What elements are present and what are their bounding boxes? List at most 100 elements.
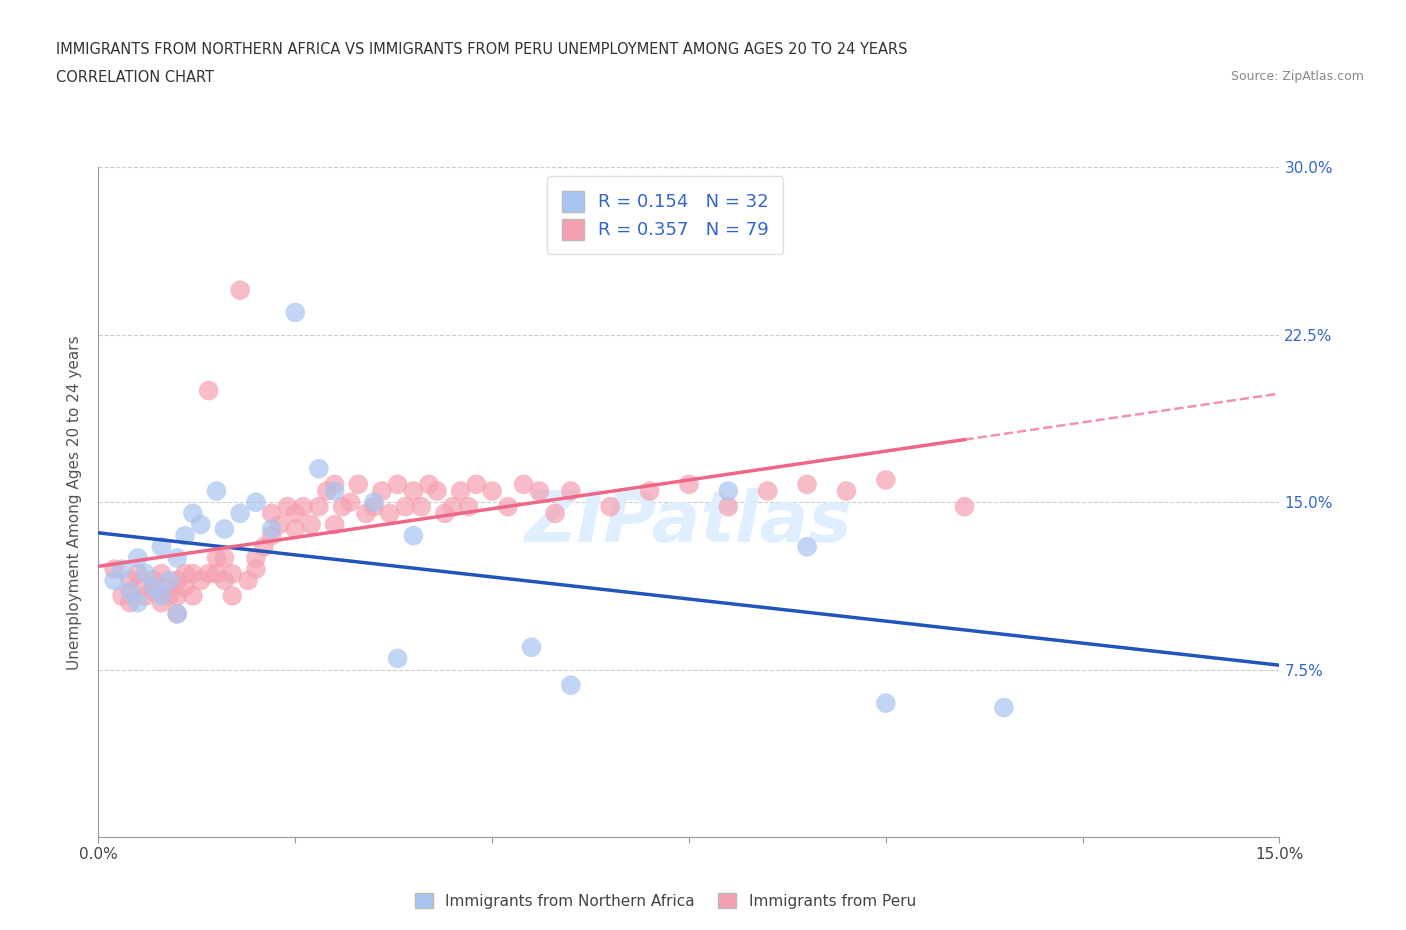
Point xyxy=(332,499,354,514)
Point xyxy=(717,484,740,498)
Point xyxy=(560,484,582,498)
Point xyxy=(284,522,307,537)
Point xyxy=(166,551,188,565)
Point xyxy=(875,696,897,711)
Point xyxy=(402,484,425,498)
Point xyxy=(260,522,283,537)
Point xyxy=(269,517,291,532)
Point xyxy=(174,579,197,594)
Point xyxy=(339,495,361,510)
Point xyxy=(157,579,180,594)
Point xyxy=(245,562,267,577)
Legend: Immigrants from Northern Africa, Immigrants from Peru: Immigrants from Northern Africa, Immigra… xyxy=(408,885,924,916)
Text: ZIPatlas: ZIPatlas xyxy=(526,488,852,557)
Point xyxy=(599,499,621,514)
Point xyxy=(103,573,125,588)
Point xyxy=(150,566,173,581)
Point xyxy=(276,499,298,514)
Point xyxy=(221,566,243,581)
Point xyxy=(465,477,488,492)
Point xyxy=(150,589,173,604)
Point xyxy=(150,539,173,554)
Point xyxy=(166,606,188,621)
Point xyxy=(441,499,464,514)
Point xyxy=(205,484,228,498)
Point xyxy=(308,499,330,514)
Point xyxy=(127,579,149,594)
Point xyxy=(323,484,346,498)
Point xyxy=(450,484,472,498)
Point xyxy=(796,477,818,492)
Point xyxy=(157,573,180,588)
Point xyxy=(299,517,322,532)
Point xyxy=(387,651,409,666)
Point xyxy=(363,499,385,514)
Point xyxy=(835,484,858,498)
Point xyxy=(174,566,197,581)
Point xyxy=(323,477,346,492)
Point xyxy=(142,573,165,588)
Point xyxy=(292,499,315,514)
Point xyxy=(157,589,180,604)
Point xyxy=(560,678,582,693)
Point xyxy=(135,566,157,581)
Point xyxy=(205,551,228,565)
Point xyxy=(481,484,503,498)
Point xyxy=(166,589,188,604)
Point xyxy=(190,573,212,588)
Point xyxy=(236,573,259,588)
Point xyxy=(260,506,283,521)
Point xyxy=(371,484,394,498)
Point xyxy=(135,589,157,604)
Point xyxy=(875,472,897,487)
Point xyxy=(118,573,141,588)
Point xyxy=(127,595,149,610)
Point xyxy=(756,484,779,498)
Text: IMMIGRANTS FROM NORTHERN AFRICA VS IMMIGRANTS FROM PERU UNEMPLOYMENT AMONG AGES : IMMIGRANTS FROM NORTHERN AFRICA VS IMMIG… xyxy=(56,42,908,57)
Point xyxy=(174,528,197,543)
Point xyxy=(387,477,409,492)
Point xyxy=(118,595,141,610)
Point xyxy=(378,506,401,521)
Point xyxy=(181,506,204,521)
Point xyxy=(118,584,141,599)
Point xyxy=(496,499,519,514)
Point xyxy=(142,584,165,599)
Point xyxy=(214,573,236,588)
Point xyxy=(284,506,307,521)
Point xyxy=(544,506,567,521)
Point xyxy=(103,562,125,577)
Point xyxy=(214,522,236,537)
Point xyxy=(402,528,425,543)
Point xyxy=(190,517,212,532)
Point xyxy=(418,477,440,492)
Point xyxy=(197,383,219,398)
Point xyxy=(308,461,330,476)
Point xyxy=(953,499,976,514)
Point xyxy=(127,551,149,565)
Point xyxy=(214,551,236,565)
Point xyxy=(520,640,543,655)
Point xyxy=(717,499,740,514)
Point xyxy=(166,606,188,621)
Point xyxy=(457,499,479,514)
Point xyxy=(142,579,165,594)
Point xyxy=(529,484,551,498)
Text: Source: ZipAtlas.com: Source: ZipAtlas.com xyxy=(1230,70,1364,83)
Point xyxy=(354,506,377,521)
Point xyxy=(245,551,267,565)
Point xyxy=(166,573,188,588)
Point xyxy=(221,589,243,604)
Point xyxy=(323,517,346,532)
Point xyxy=(111,562,134,577)
Point xyxy=(284,305,307,320)
Point xyxy=(253,539,276,554)
Point xyxy=(229,283,252,298)
Text: CORRELATION CHART: CORRELATION CHART xyxy=(56,70,214,85)
Point xyxy=(229,506,252,521)
Point xyxy=(638,484,661,498)
Point xyxy=(347,477,370,492)
Point xyxy=(260,528,283,543)
Point xyxy=(181,589,204,604)
Point xyxy=(394,499,416,514)
